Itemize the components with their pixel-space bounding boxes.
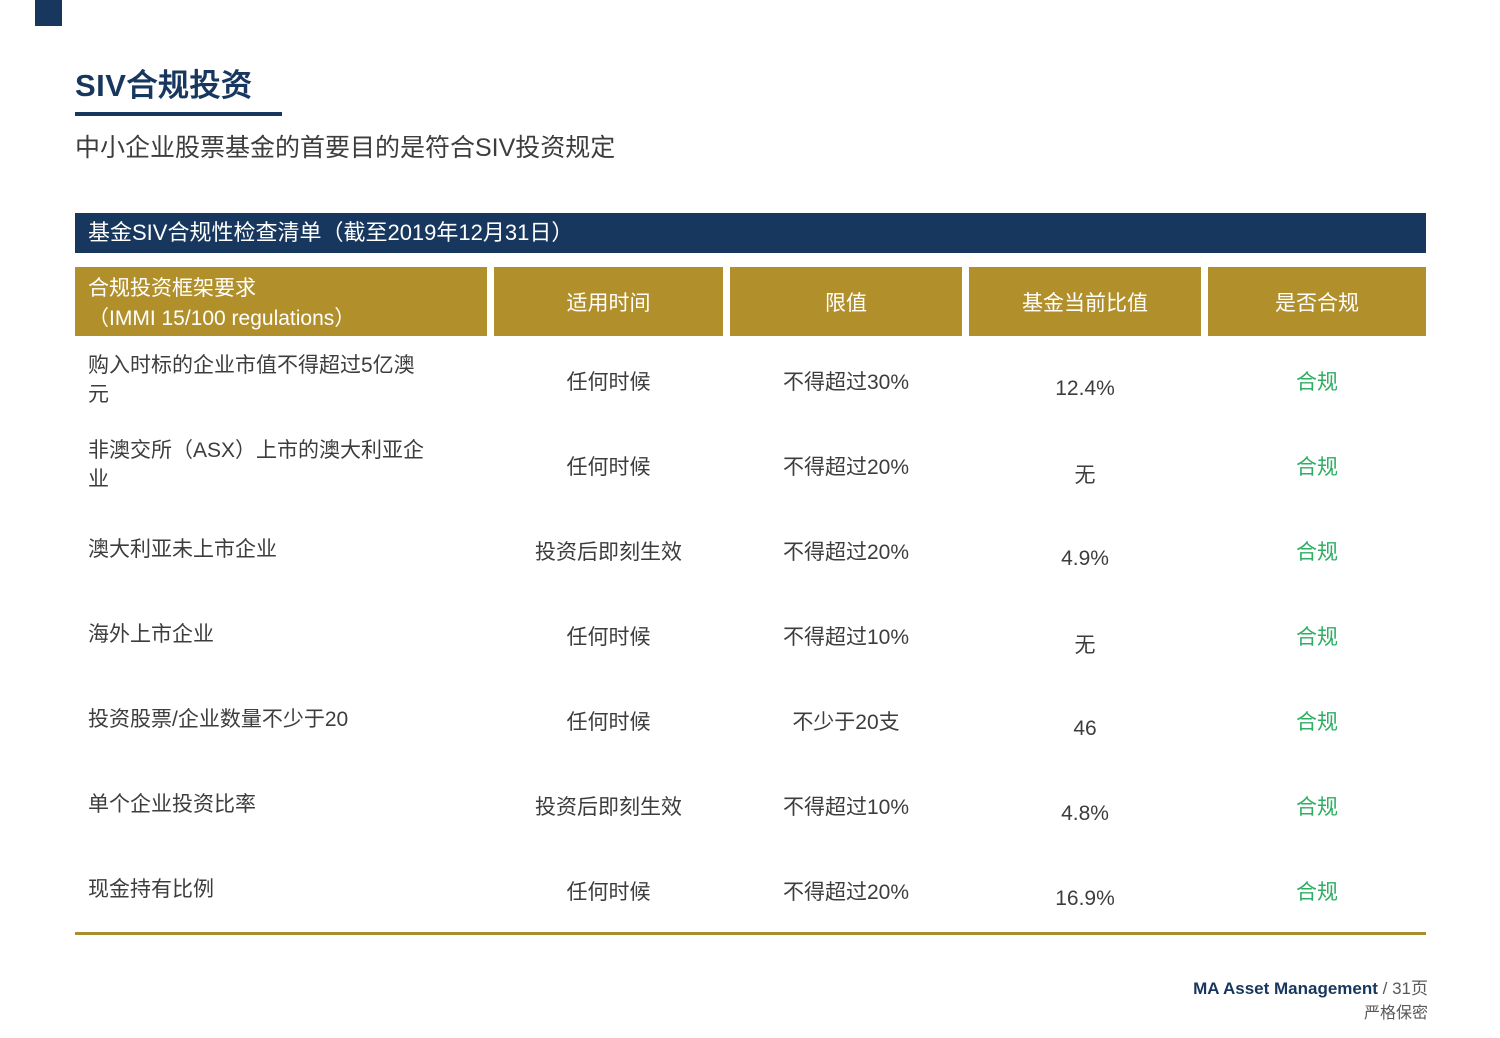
limit-cell: 不得超过10% bbox=[782, 625, 910, 649]
current-ratio-cell: 46 bbox=[1073, 716, 1097, 740]
limit-cell: 不得超过10% bbox=[782, 795, 910, 819]
requirement-cell: 单个企业投资比率 bbox=[88, 793, 256, 817]
column-header-timing: 适用时间 bbox=[494, 267, 723, 336]
timing-cell: 投资后即刻生效 bbox=[535, 795, 682, 819]
corner-accent-square bbox=[35, 0, 62, 26]
limit-cell: 不得超过20% bbox=[782, 455, 910, 479]
current-ratio-cell: 无 bbox=[1074, 463, 1096, 487]
requirement-cell: 投资股票/企业数量不少于20 bbox=[88, 708, 349, 732]
current-ratio-cell: 12.4% bbox=[1055, 376, 1115, 400]
compliance-status-cell: 合规 bbox=[1296, 455, 1338, 479]
table-row: 海外上市企业 任何时候 不得超过10% 无 合规 bbox=[75, 593, 1426, 678]
table-row: 非澳交所（ASX）上市的澳大利亚企 业 任何时候 不得超过20% 无 合规 bbox=[75, 423, 1426, 508]
title-underline bbox=[75, 112, 282, 116]
footer: MA Asset Management / 31页 严格保密 bbox=[1193, 977, 1428, 1025]
current-ratio-cell: 4.8% bbox=[1061, 801, 1109, 825]
current-ratio-cell: 16.9% bbox=[1055, 886, 1115, 910]
limit-cell: 不得超过20% bbox=[782, 880, 910, 904]
timing-cell: 任何时候 bbox=[566, 710, 651, 734]
table-row: 购入时标的企业市值不得超过5亿澳 元 任何时候 不得超过30% 12.4% 合规 bbox=[75, 338, 1426, 423]
timing-cell: 投资后即刻生效 bbox=[535, 540, 682, 564]
footer-brand-text: MA Asset Management bbox=[1193, 979, 1378, 998]
table-header-row: 合规投资框架要求 （IMMI 15/100 regulations） 适用时间 … bbox=[75, 267, 1426, 336]
limit-cell: 不少于20支 bbox=[792, 710, 900, 734]
requirement-cell: 澳大利亚未上市企业 bbox=[88, 538, 277, 562]
table-row: 澳大利亚未上市企业 投资后即刻生效 不得超过20% 4.9% 合规 bbox=[75, 508, 1426, 593]
footer-page-number: / 31页 bbox=[1382, 979, 1428, 998]
current-ratio-cell: 4.9% bbox=[1061, 546, 1109, 570]
timing-cell: 任何时候 bbox=[566, 370, 651, 394]
column-header-limit: 限值 bbox=[730, 267, 962, 336]
timing-cell: 任何时候 bbox=[566, 455, 651, 479]
footer-confidential-label: 严格保密 bbox=[1363, 1004, 1428, 1022]
current-ratio-cell: 无 bbox=[1074, 633, 1096, 657]
compliance-status-cell: 合规 bbox=[1296, 540, 1338, 564]
requirement-cell: 购入时标的企业市值不得超过5亿澳 元 bbox=[88, 354, 415, 406]
table-row: 单个企业投资比率 投资后即刻生效 不得超过10% 4.8% 合规 bbox=[75, 763, 1426, 848]
table-row: 现金持有比例 任何时候 不得超过20% 16.9% 合规 bbox=[75, 848, 1426, 933]
limit-cell: 不得超过30% bbox=[782, 370, 910, 394]
table-banner: 基金SIV合规性检查清单（截至2019年12月31日） bbox=[75, 213, 1426, 253]
requirement-cell: 海外上市企业 bbox=[88, 623, 214, 647]
requirement-cell: 非澳交所（ASX）上市的澳大利亚企 业 bbox=[88, 439, 425, 491]
footer-divider-line bbox=[75, 932, 1426, 935]
table-row: 投资股票/企业数量不少于20 任何时候 不少于20支 46 合规 bbox=[75, 678, 1426, 763]
column-header-compliance: 是否合规 bbox=[1208, 267, 1426, 336]
timing-cell: 任何时候 bbox=[566, 880, 651, 904]
page-title: SIV合规投资 bbox=[75, 68, 253, 103]
timing-cell: 任何时候 bbox=[566, 625, 651, 649]
compliance-status-cell: 合规 bbox=[1296, 880, 1338, 904]
requirement-cell: 现金持有比例 bbox=[88, 878, 214, 902]
column-header-requirement: 合规投资框架要求 （IMMI 15/100 regulations） bbox=[75, 267, 487, 336]
compliance-status-cell: 合规 bbox=[1296, 710, 1338, 734]
footer-brand-line: MA Asset Management / 31页 bbox=[1193, 977, 1428, 1002]
column-header-current-ratio: 基金当前比值 bbox=[969, 267, 1201, 336]
compliance-status-cell: 合规 bbox=[1296, 795, 1338, 819]
compliance-status-cell: 合规 bbox=[1296, 370, 1338, 394]
limit-cell: 不得超过20% bbox=[782, 540, 910, 564]
compliance-status-cell: 合规 bbox=[1296, 625, 1338, 649]
page-subtitle: 中小企业股票基金的首要目的是符合SIV投资规定 bbox=[75, 134, 616, 162]
